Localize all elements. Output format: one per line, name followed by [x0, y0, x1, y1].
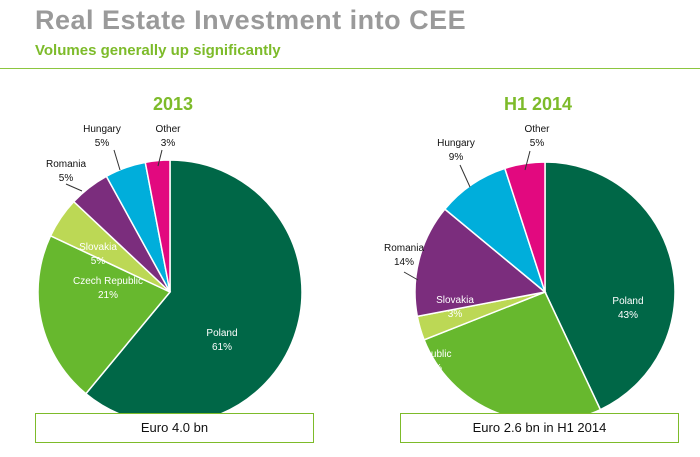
- leader-line-romania: [403, 271, 419, 281]
- chart-title-2013: 2013: [153, 94, 193, 114]
- slice-value-hungary: 9%: [449, 152, 464, 163]
- slice-label-romania: Romania: [46, 159, 86, 170]
- total-volume-h1-2014: Euro 2.6 bn in H1 2014: [400, 413, 679, 443]
- pie-slice-romania: [414, 208, 547, 318]
- slice-label-other: Other: [155, 124, 181, 135]
- chart-title-h1-2014: H1 2014: [504, 94, 572, 114]
- slice-value-czech-republic: 21%: [98, 290, 118, 301]
- slice-value-slovakia: 5%: [91, 256, 106, 267]
- pie-slice-poland: [84, 159, 303, 413]
- leader-line-hungary: [113, 149, 121, 171]
- slice-label-slovakia: Slovakia: [79, 242, 117, 253]
- slice-value-other: 5%: [530, 138, 545, 149]
- pie-slice-poland: [544, 161, 676, 411]
- slice-value-hungary: 5%: [95, 138, 110, 149]
- slice-value-slovakia: 3%: [448, 309, 463, 320]
- pie-slice-other: [503, 161, 546, 293]
- pie-slice-czech-republic: [37, 234, 172, 395]
- pie-chart-2013: [37, 159, 303, 413]
- slice-label-poland: Poland: [206, 328, 237, 339]
- slice-label-poland: Poland: [612, 296, 643, 307]
- header-divider: [0, 68, 700, 69]
- slice-label-slovakia: Slovakia: [436, 295, 474, 306]
- pie-slice-czech-republic: [423, 291, 602, 413]
- slice-value-other: 3%: [161, 138, 176, 149]
- pie-labels-2013: Poland 61% Czech Republic 21% Slovakia 5% Roma…: [46, 124, 238, 353]
- slice-label-other: Other: [524, 124, 550, 135]
- slice-value-romania: 5%: [59, 173, 74, 184]
- slice-label-czech-republic: Republic: [413, 349, 452, 360]
- slice-label-romania: Romania: [384, 243, 424, 254]
- slice-label-hungary: Hungary: [437, 138, 475, 149]
- leader-line-other: [524, 150, 531, 171]
- pie-chart-h1-2014: [414, 161, 676, 413]
- leader-line-hungary: [459, 164, 471, 188]
- slice-value-poland: 61%: [212, 342, 232, 353]
- slice-value-poland: 43%: [618, 310, 638, 321]
- slice-label-hungary: Hungary: [83, 124, 121, 135]
- slice-value-czech-republic: 26%: [422, 363, 442, 374]
- page-title: Real Estate Investment into CEE: [35, 5, 467, 35]
- slice-value-romania: 14%: [394, 257, 414, 268]
- pie-labels-h1-2014: Poland 43% Republic 26% Slovakia 3% Romania 14%…: [384, 124, 644, 374]
- slice-label-czech-republic: Czech Republic: [73, 276, 143, 287]
- leader-line-romania: [65, 183, 83, 192]
- leader-line-other: [157, 149, 163, 167]
- page-subtitle: Volumes generally up significantly: [35, 42, 281, 59]
- pie-slice-other: [144, 159, 171, 293]
- total-volume-2013: Euro 4.0 bn: [35, 413, 314, 443]
